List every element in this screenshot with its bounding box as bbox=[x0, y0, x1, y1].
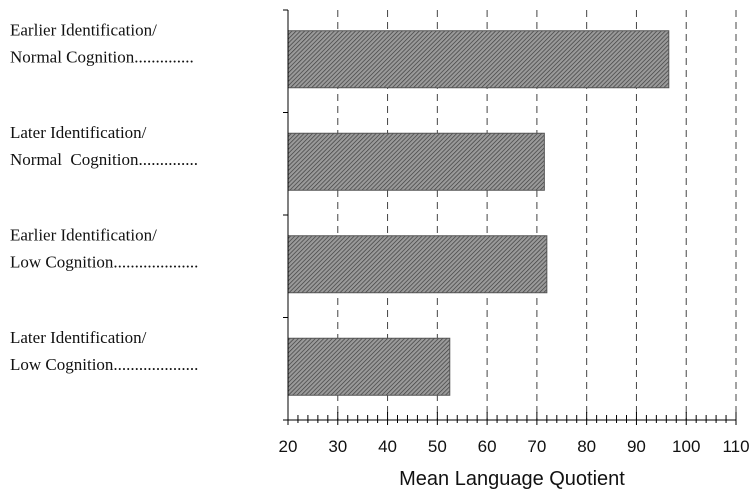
bar bbox=[287, 235, 548, 294]
category-label: Normal Cognition.............. bbox=[10, 150, 198, 169]
bars bbox=[287, 30, 670, 396]
x-tick-label: 90 bbox=[627, 437, 646, 456]
x-axis-title: Mean Language Quotient bbox=[399, 468, 625, 490]
x-tick-label: 70 bbox=[527, 437, 546, 456]
category-label: Later Identification/ bbox=[10, 123, 147, 142]
x-tick-label: 20 bbox=[279, 437, 298, 456]
category-label: Normal Cognition.............. bbox=[10, 47, 194, 66]
bar bbox=[287, 132, 545, 191]
category-label: Earlier Identification/ bbox=[10, 225, 157, 244]
category-label: Later Identification/ bbox=[10, 328, 147, 347]
bar bbox=[287, 337, 451, 396]
category-label: Low Cognition.................... bbox=[10, 252, 198, 271]
x-tick-label: 110 bbox=[722, 437, 749, 456]
x-tick-label: 100 bbox=[672, 437, 700, 456]
axes: 20 30 40 50 60 70 80 90 100 110 bbox=[279, 9, 750, 456]
category-label: Earlier Identification/ bbox=[10, 20, 157, 39]
bar bbox=[287, 30, 670, 89]
category-label: Low Cognition.................... bbox=[10, 355, 198, 374]
x-tick-label: 40 bbox=[378, 437, 397, 456]
x-tick-label: 50 bbox=[428, 437, 447, 456]
x-tick-label: 60 bbox=[478, 437, 497, 456]
category-labels: Earlier Identification/Normal Cognition.… bbox=[10, 20, 198, 374]
x-tick-label: 30 bbox=[328, 437, 347, 456]
x-tick-label: 80 bbox=[577, 437, 596, 456]
